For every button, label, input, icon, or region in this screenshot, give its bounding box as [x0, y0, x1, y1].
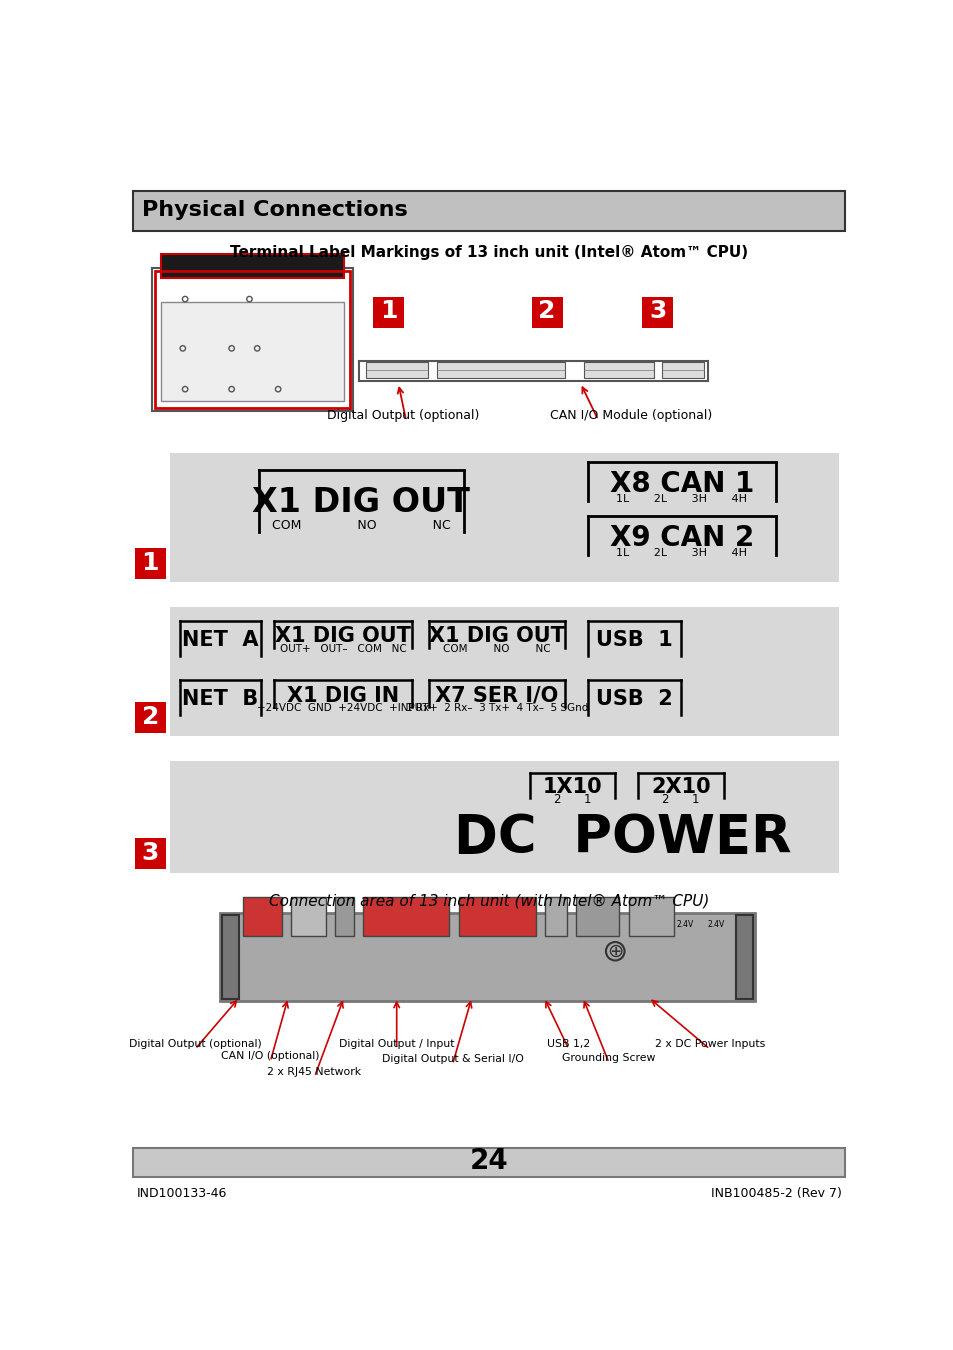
Bar: [134, 838, 166, 869]
Bar: [641, 297, 673, 328]
Bar: [161, 254, 344, 278]
Text: Terminal Label Markings of 13 inch unit (Intel® Atom™ CPU): Terminal Label Markings of 13 inch unit …: [230, 246, 747, 261]
Bar: [170, 608, 839, 736]
Text: 2.4V: 2.4V: [676, 919, 693, 929]
Bar: [335, 898, 354, 936]
Bar: [365, 362, 427, 378]
Text: 2X10: 2X10: [651, 778, 710, 798]
Text: IND100133-46: IND100133-46: [136, 1187, 227, 1200]
Text: X1 DIG OUT: X1 DIG OUT: [429, 626, 564, 647]
Bar: [220, 913, 754, 1002]
Text: 2      1: 2 1: [661, 792, 700, 806]
Bar: [291, 898, 326, 936]
Text: Digital Output (optional): Digital Output (optional): [327, 409, 479, 423]
Text: CAN I/O Module (optional): CAN I/O Module (optional): [549, 409, 711, 423]
Text: INB100485-2 (Rev 7): INB100485-2 (Rev 7): [710, 1187, 841, 1200]
Text: 1 Rx+  2 Rx–  3 Tx+  4 Tx–  5 SGnd: 1 Rx+ 2 Rx– 3 Tx+ 4 Tx– 5 SGnd: [405, 703, 588, 713]
Text: USB 1,2: USB 1,2: [547, 1040, 590, 1049]
Bar: [545, 898, 567, 936]
Bar: [221, 915, 238, 999]
Text: Digital Output & Serial I/O: Digital Output & Serial I/O: [381, 1054, 523, 1064]
Bar: [243, 898, 282, 936]
Text: X9 CAN 2: X9 CAN 2: [609, 524, 753, 552]
Bar: [583, 362, 654, 378]
Bar: [373, 297, 404, 328]
Text: 2 x DC Power Inputs: 2 x DC Power Inputs: [654, 1040, 764, 1049]
Text: Grounding Screw: Grounding Screw: [561, 1053, 655, 1062]
Text: 1L       2L       3H       4H: 1L 2L 3H 4H: [616, 494, 746, 505]
Bar: [531, 297, 562, 328]
Bar: [170, 761, 839, 872]
Bar: [152, 269, 353, 410]
Text: CAN I/O (optional): CAN I/O (optional): [221, 1052, 319, 1061]
Text: X1 DIG OUT: X1 DIG OUT: [253, 486, 470, 518]
Bar: [154, 271, 350, 408]
Text: 2: 2: [141, 705, 159, 729]
Text: X1 DIG OUT: X1 DIG OUT: [275, 626, 411, 647]
Bar: [458, 898, 536, 936]
Text: COM        NO        NC: COM NO NC: [443, 644, 550, 653]
Bar: [133, 192, 843, 231]
Text: 1: 1: [380, 298, 397, 323]
Text: 3: 3: [141, 841, 159, 865]
Text: 3: 3: [648, 298, 666, 323]
Text: 2.4V: 2.4V: [706, 919, 724, 929]
Text: OUT+   OUT–   COM   NC: OUT+ OUT– COM NC: [279, 644, 406, 653]
Text: 1L       2L       3H       4H: 1L 2L 3H 4H: [616, 548, 746, 558]
Text: 2 x RJ45 Network: 2 x RJ45 Network: [267, 1066, 361, 1077]
Text: 2: 2: [537, 298, 556, 323]
Text: Physical Connections: Physical Connections: [142, 200, 408, 220]
Text: ⊕: ⊕: [606, 942, 622, 961]
Text: 1: 1: [141, 551, 159, 575]
Text: DC  POWER: DC POWER: [454, 813, 791, 864]
Bar: [576, 898, 618, 936]
Text: X8 CAN 1: X8 CAN 1: [609, 470, 753, 498]
Text: 24: 24: [469, 1146, 508, 1174]
Bar: [629, 898, 674, 936]
Bar: [363, 898, 448, 936]
Text: USB  1: USB 1: [596, 630, 672, 651]
Bar: [134, 548, 166, 579]
Text: NET  B: NET B: [182, 690, 258, 710]
Bar: [736, 915, 753, 999]
Text: X7 SER I/O: X7 SER I/O: [435, 686, 558, 706]
Bar: [161, 302, 344, 401]
Bar: [133, 1148, 843, 1177]
Text: +24VDC  GND  +24VDC  +INPUT: +24VDC GND +24VDC +INPUT: [257, 703, 429, 713]
Text: X1 DIG IN: X1 DIG IN: [287, 686, 399, 706]
Text: 1X10: 1X10: [542, 778, 601, 798]
Bar: [436, 362, 564, 378]
Text: USB  2: USB 2: [596, 690, 672, 710]
Text: Connection area of 13 inch unit (with Intel® Atom™ CPU): Connection area of 13 inch unit (with In…: [269, 894, 708, 909]
Bar: [170, 454, 839, 582]
Bar: [661, 362, 703, 378]
Text: Digital Output (optional): Digital Output (optional): [129, 1040, 261, 1049]
Text: Digital Output / Input: Digital Output / Input: [338, 1040, 454, 1049]
Text: COM              NO              NC: COM NO NC: [272, 518, 451, 532]
Text: NET  A: NET A: [182, 630, 258, 651]
Text: 2      1: 2 1: [554, 792, 591, 806]
Bar: [134, 702, 166, 733]
